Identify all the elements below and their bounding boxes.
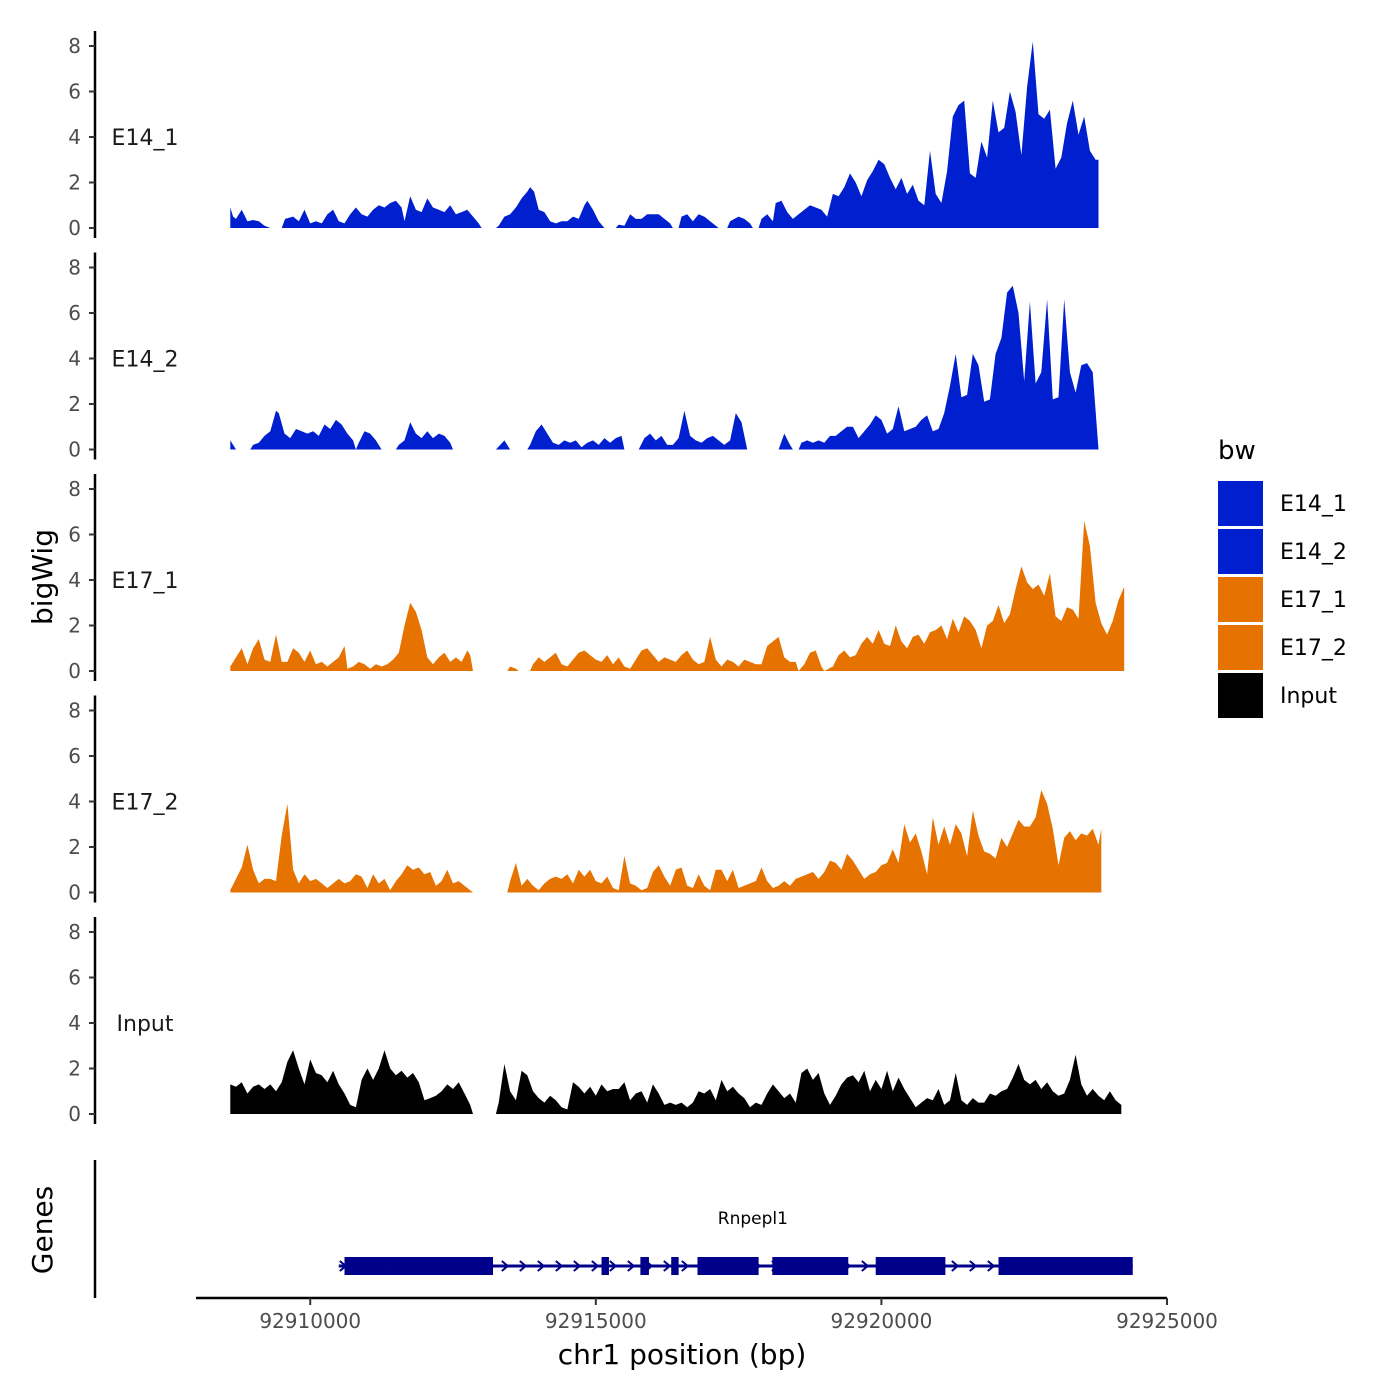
legend-label: E17_2 bbox=[1280, 636, 1347, 661]
track-label: Input bbox=[117, 1012, 174, 1037]
x-tick-label: 92915000 bbox=[545, 1309, 647, 1333]
strand-arrow bbox=[555, 1260, 564, 1272]
y-axis-title: bigWig bbox=[26, 529, 59, 625]
gene-exon bbox=[601, 1257, 609, 1275]
y-tick-label: 8 bbox=[68, 699, 81, 723]
gene-exon bbox=[697, 1257, 759, 1275]
coverage-area-E17_2 bbox=[230, 790, 1102, 893]
legend: bw E14_1 E14_2 E17_1 E17_2 Input bbox=[1218, 436, 1347, 718]
coverage-area-E14_2 bbox=[230, 285, 1099, 450]
y-tick-label: 6 bbox=[68, 744, 81, 768]
legend-swatch-E14_2 bbox=[1218, 529, 1263, 574]
strand-arrow bbox=[537, 1260, 546, 1272]
coverage-tracks: 0 2 4 6 8 E14_1 0 2 4 6 8 E14_2 0 2 4 6 8 E17_1 0 2 4 6 8 E17_2… bbox=[68, 31, 1125, 1126]
y-tick-label: 8 bbox=[68, 920, 81, 944]
legend-swatch-E17_1 bbox=[1218, 577, 1263, 622]
track-E14_2: 0 2 4 6 8 E14_2 bbox=[68, 252, 1099, 462]
gene-name: Rnpepl1 bbox=[718, 1209, 788, 1229]
x-axis-title: chr1 position (bp) bbox=[558, 1338, 807, 1371]
gene-exon bbox=[384, 1257, 494, 1275]
gene-exon bbox=[344, 1257, 385, 1275]
y-tick-label: 2 bbox=[68, 835, 81, 859]
strand-arrow bbox=[681, 1260, 690, 1272]
y-tick-label: 6 bbox=[68, 301, 81, 325]
gene-exon bbox=[671, 1257, 679, 1275]
track-E17_1: 0 2 4 6 8 E17_1 bbox=[68, 474, 1125, 683]
track-label: E14_2 bbox=[112, 348, 179, 373]
track-label: E14_1 bbox=[112, 126, 179, 151]
strand-arrow bbox=[573, 1260, 582, 1272]
gene-exon bbox=[875, 1257, 946, 1275]
strand-arrow bbox=[591, 1260, 600, 1272]
y-tick-label: 4 bbox=[68, 790, 81, 814]
track-Input: 0 2 4 6 8 Input bbox=[68, 917, 1122, 1126]
strand-arrow bbox=[627, 1260, 636, 1272]
y-tick-label: 4 bbox=[68, 568, 81, 592]
legend-title: bw bbox=[1218, 436, 1256, 466]
track-label: E17_2 bbox=[112, 791, 179, 816]
legend-label: E14_2 bbox=[1280, 540, 1347, 565]
y-tick-label: 6 bbox=[68, 80, 81, 104]
y-tick-label: 6 bbox=[68, 966, 81, 990]
y-tick-label: 8 bbox=[68, 34, 81, 58]
gene-exon bbox=[772, 1257, 849, 1275]
y-tick-label: 0 bbox=[68, 659, 81, 683]
track-label: E17_1 bbox=[112, 569, 179, 594]
strand-arrow bbox=[951, 1260, 960, 1272]
legend-swatch-E14_1 bbox=[1218, 481, 1263, 526]
strand-arrow bbox=[501, 1260, 510, 1272]
y-tick-label: 4 bbox=[68, 125, 81, 149]
y-tick-label: 0 bbox=[68, 216, 81, 240]
gene-exon bbox=[640, 1257, 649, 1275]
y-tick-label: 2 bbox=[68, 614, 81, 638]
legend-label: E17_1 bbox=[1280, 588, 1347, 613]
y-tick-label: 2 bbox=[68, 171, 81, 195]
strand-arrow bbox=[609, 1260, 618, 1272]
y-tick-label: 8 bbox=[68, 256, 81, 280]
y-tick-label: 4 bbox=[68, 347, 81, 371]
y-tick-label: 2 bbox=[68, 392, 81, 416]
track-E17_2: 0 2 4 6 8 E17_2 bbox=[68, 695, 1102, 905]
x-tick-label: 92925000 bbox=[1116, 1309, 1218, 1333]
legend-label: Input bbox=[1280, 684, 1337, 709]
y-tick-label: 2 bbox=[68, 1057, 81, 1081]
coverage-area-E17_1 bbox=[230, 520, 1125, 671]
y-tick-label: 0 bbox=[68, 438, 81, 462]
legend-swatch-Input bbox=[1218, 673, 1263, 718]
x-tick-label: 92920000 bbox=[831, 1309, 933, 1333]
gene-track: Genes Rnpepl1 bbox=[26, 1160, 1133, 1298]
strand-arrow bbox=[519, 1260, 528, 1272]
legend-swatch-E17_2 bbox=[1218, 625, 1263, 670]
x-axis: 92910000 92915000 92920000 92925000 bbox=[196, 1296, 1218, 1333]
y-tick-label: 0 bbox=[68, 881, 81, 905]
strand-arrow bbox=[663, 1260, 672, 1272]
gene-exon bbox=[998, 1257, 1133, 1275]
x-tick-label: 92910000 bbox=[259, 1309, 361, 1333]
strand-arrow bbox=[861, 1260, 870, 1272]
y-tick-label: 6 bbox=[68, 523, 81, 547]
gene-track-label: Genes bbox=[26, 1186, 59, 1274]
y-tick-label: 0 bbox=[68, 1102, 81, 1126]
y-tick-label: 8 bbox=[68, 477, 81, 501]
strand-arrow bbox=[987, 1260, 996, 1272]
track-E14_1: 0 2 4 6 8 E14_1 bbox=[68, 31, 1099, 240]
coverage-area-E14_1 bbox=[230, 41, 1099, 228]
coverage-area-Input bbox=[230, 1050, 1122, 1114]
strand-arrow bbox=[969, 1260, 978, 1272]
y-tick-label: 4 bbox=[68, 1011, 81, 1035]
legend-label: E14_1 bbox=[1280, 492, 1347, 517]
